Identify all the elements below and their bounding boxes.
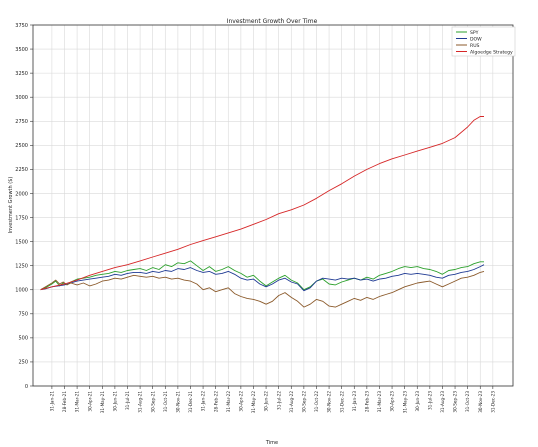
x-tick-label: 31-May-21 [100,391,105,414]
y-tick-label: 3250 [15,71,28,77]
x-tick-label: 30-Nov-21 [175,391,180,413]
x-tick-label: 31-Dec-22 [339,391,344,413]
x-tick-label: 31-Jul-23 [427,391,432,410]
series-line-rus [40,270,485,308]
series-line-dow [40,264,485,292]
x-tick-label: 30-Jun-21 [112,391,117,412]
x-tick-label: 31-Mar-21 [75,391,80,413]
x-tick-label: 31-Oct-21 [163,391,168,412]
x-tick-label: 30-Jun-23 [415,391,420,412]
legend-label: RUS [470,43,480,49]
x-axis-label: Time [265,440,278,446]
y-axis-ticks: 0 250 500 750 1000 1250 1500 1750 2000 2250 2500 27… [15,23,33,390]
y-tick-label: 2000 [15,191,28,197]
x-tick-label: 30-Sep-21 [150,391,155,413]
x-tick-label: 31-Oct-23 [465,391,470,412]
y-tick-label: 500 [18,336,28,342]
y-tick-label: 1000 [15,288,28,294]
x-tick-label: 31-May-22 [251,391,256,414]
y-tick-label: 1750 [15,215,28,221]
x-tick-label: 31-Jan-22 [201,391,206,412]
legend-label: Algoedge Strategy [470,49,513,55]
x-tick-label: 30-Apr-22 [238,391,243,412]
plot-frame [32,24,514,387]
x-tick-label: 30-Sep-22 [301,391,306,413]
series-line-algoedge-strategy [40,116,484,291]
y-tick-label: 3000 [15,95,28,101]
x-axis-ticks: 31-Jan-21 28-Feb-21 31-Mar-21 30-Apr-21 31-M… [49,386,495,413]
series-layer [40,116,485,308]
y-tick-label: 0 [25,384,28,390]
series-line-spy [40,260,484,291]
legend-label: SPY [470,30,479,36]
x-tick-label: 31-Aug-23 [440,391,445,413]
y-tick-label: 2750 [15,119,28,125]
y-tick-label: 1250 [15,263,28,269]
y-tick-label: 2500 [15,143,28,149]
x-tick-label: 31-Aug-21 [138,391,143,413]
y-tick-label: 2250 [15,167,28,173]
y-tick-label: 1500 [15,239,28,245]
x-tick-label: 31-Dec-21 [188,391,193,413]
chart-title: Investment Growth Over Time [227,18,318,25]
x-tick-label: 31-Oct-22 [314,391,319,412]
x-tick-label: 31-Mar-23 [377,391,382,413]
y-tick-label: 3500 [15,47,28,53]
x-tick-label: 31-Jul-22 [276,391,281,410]
x-tick-label: 30-Nov-23 [478,391,483,413]
x-tick-label: 28-Feb-22 [213,391,218,412]
legend-label: DOW [470,36,482,42]
x-tick-label: 31-Jul-21 [125,391,130,410]
x-tick-label: 31-May-23 [402,391,407,414]
x-tick-label: 28-Feb-21 [62,391,67,412]
x-tick-label: 31-Mar-22 [226,391,231,413]
y-tick-label: 3750 [15,23,28,29]
grid [33,24,513,387]
x-tick-label: 31-Aug-22 [289,391,294,413]
y-tick-label: 750 [18,312,28,318]
x-tick-label: 30-Nov-22 [327,391,332,413]
x-tick-label: 31-Jan-23 [352,391,357,412]
y-axis-label: Investment Growth ($) [8,177,14,234]
x-tick-label: 30-Sep-23 [453,391,458,413]
x-tick-label: 30-Apr-23 [390,391,395,412]
x-tick-label: 30-Apr-21 [87,391,92,412]
x-tick-label: 31-Jan-21 [49,391,54,412]
x-tick-label: 31-Dec-23 [490,391,495,413]
x-tick-label: 28-Feb-23 [364,391,369,412]
y-tick-label: 250 [18,360,28,366]
x-tick-label: 30-Jun-22 [264,391,269,412]
